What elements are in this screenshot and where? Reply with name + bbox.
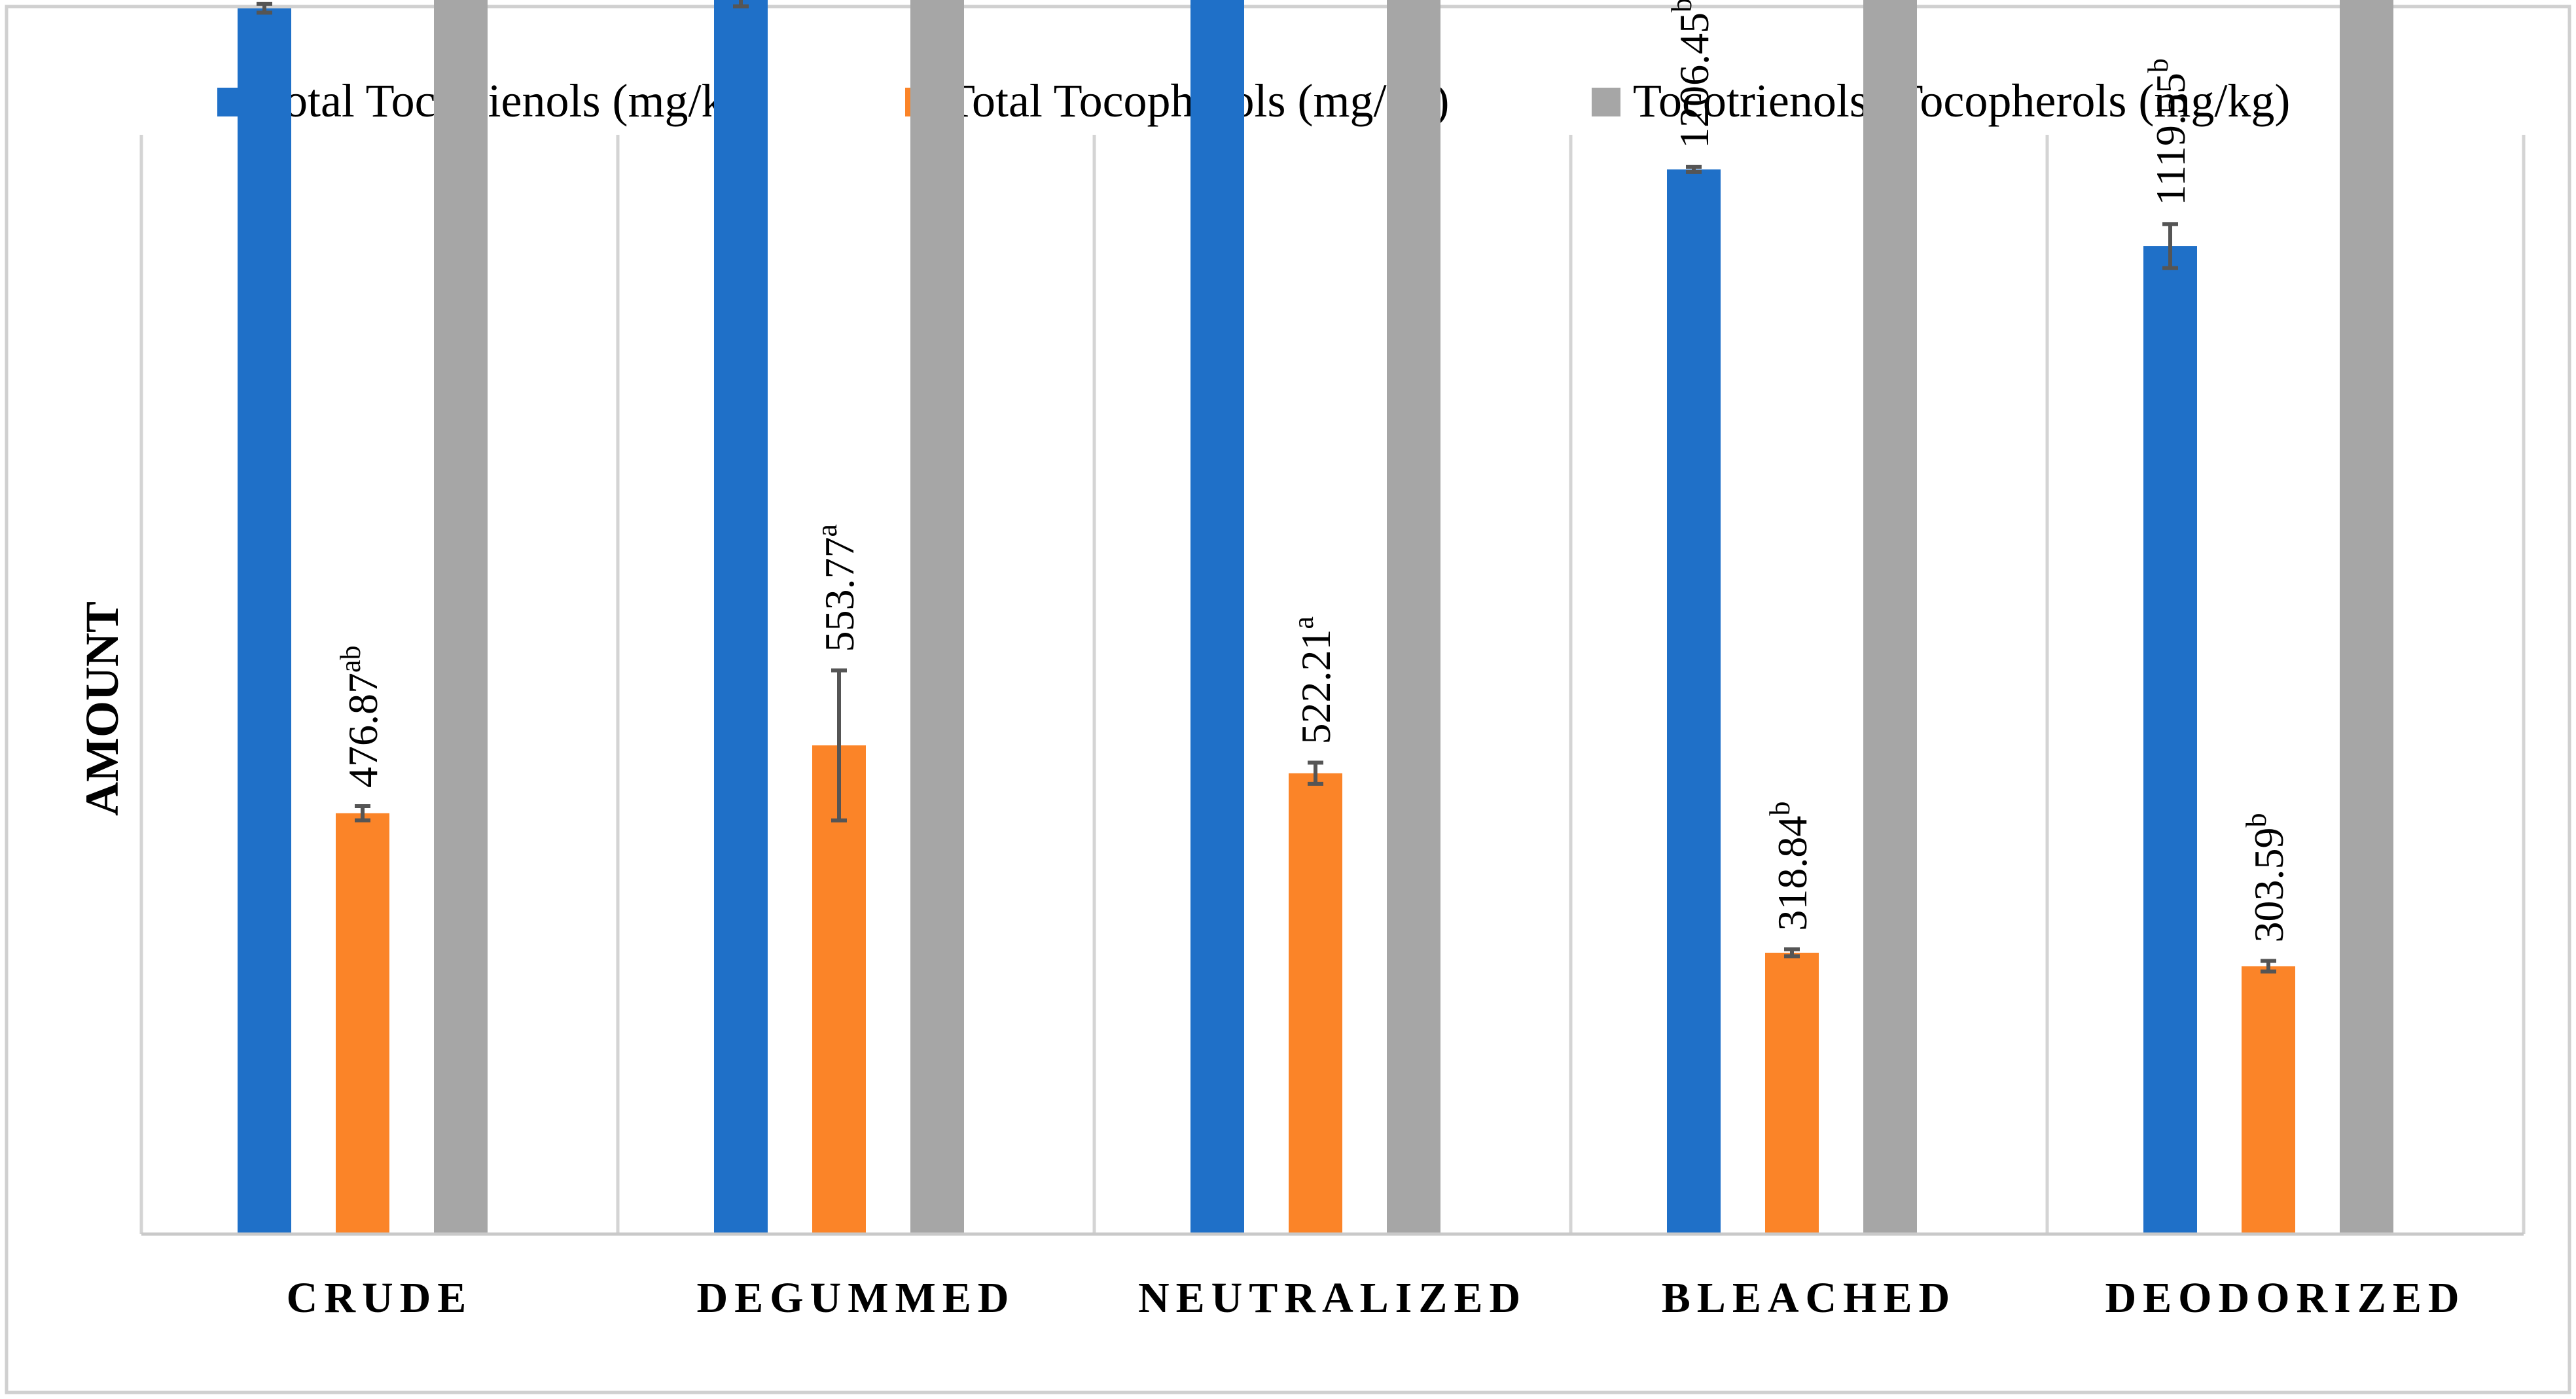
error-bar (1784, 947, 1800, 959)
category-labels: CRUDE DEGUMMED NEUTRALIZED BLEACHED DEODORIZ… (287, 1274, 2465, 1322)
bar-1-neutralized (1190, 0, 1244, 1235)
bar-3-bleached (1863, 0, 1917, 1235)
bar-2-crude (336, 813, 389, 1234)
data-label: 522.21a (1287, 616, 1339, 745)
error-bar (2261, 959, 2276, 974)
data-label: 476.87ab (334, 646, 386, 788)
error-bar (1686, 164, 1702, 174)
bar-1-crude (238, 8, 291, 1235)
bar-1-bleached (1667, 169, 1721, 1235)
y-axis-title: AMOUNT (76, 601, 128, 816)
data-label: 553.77a (811, 524, 863, 652)
bar-3-degummed (910, 0, 964, 1234)
data-label: 303.59b (2240, 813, 2292, 942)
legend-swatch-total (1592, 88, 1620, 116)
category-label-bleached: BLEACHED (1662, 1274, 1956, 1322)
category-label-degummed: DEGUMMED (697, 1274, 1016, 1322)
legend-label-tocotrienols: Total Tocotrienols (mg/kg) (259, 75, 764, 127)
bar-2-neutralized (1289, 773, 1342, 1234)
data-label: 318.84b (1764, 802, 1816, 931)
error-bar (1308, 760, 1323, 786)
bar-2-deodorized (2242, 966, 2295, 1234)
chart-frame (5, 5, 2571, 1394)
error-bar (831, 668, 847, 823)
bar-3-neutralized (1387, 0, 1440, 1234)
bar-1-degummed (714, 0, 768, 1234)
category-label-deodorized: DEODORIZED (2105, 1274, 2465, 1322)
category-label-crude: CRUDE (287, 1274, 473, 1322)
bar-3-crude (434, 0, 488, 1235)
error-bar (355, 804, 370, 823)
plot-area: 1389.01a476.87ab1865.89b1426.23a553.77a1… (139, 0, 2526, 1235)
data-label: 1206.45b (1666, 0, 1717, 149)
legend: Total Tocotrienols (mg/kg) Total Tocophe… (217, 75, 2290, 127)
bar-2-bleached (1765, 952, 1819, 1234)
bar-3-deodorized (2340, 0, 2393, 1234)
legend-label-total: Tocotrienols+Tocopherols (mg/kg) (1633, 75, 2290, 127)
data-label: 1119.55b (2142, 58, 2194, 205)
error-bar (257, 1, 272, 15)
category-label-neutralized: NEUTRALIZED (1138, 1274, 1527, 1322)
bar-1-deodorized (2143, 246, 2197, 1234)
bar-2-degummed (812, 745, 866, 1234)
error-bar (733, 0, 749, 9)
error-bar (2162, 222, 2178, 270)
